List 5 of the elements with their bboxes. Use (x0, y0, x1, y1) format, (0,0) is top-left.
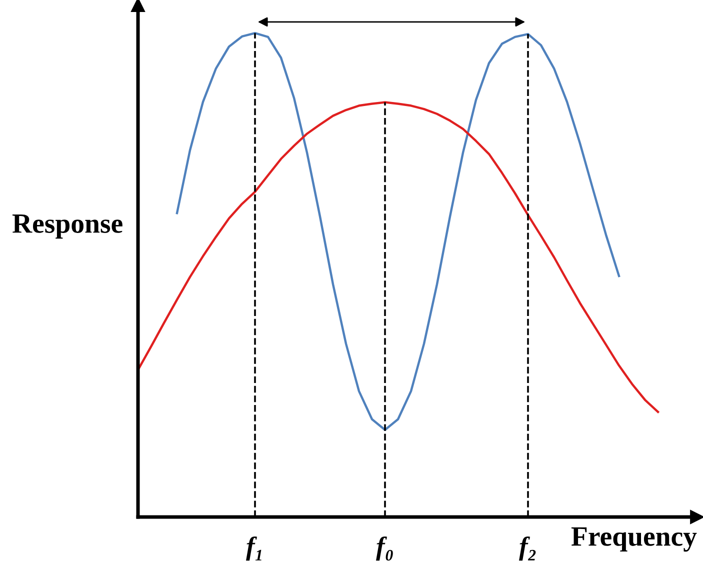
x-tick-label: f₀ (376, 536, 393, 561)
x-tick-label: f₁ (246, 536, 262, 561)
y-axis-title: Response (12, 214, 122, 239)
x-tick-label: f₂ (519, 536, 536, 561)
x-axis-title: Frequency (571, 527, 697, 552)
